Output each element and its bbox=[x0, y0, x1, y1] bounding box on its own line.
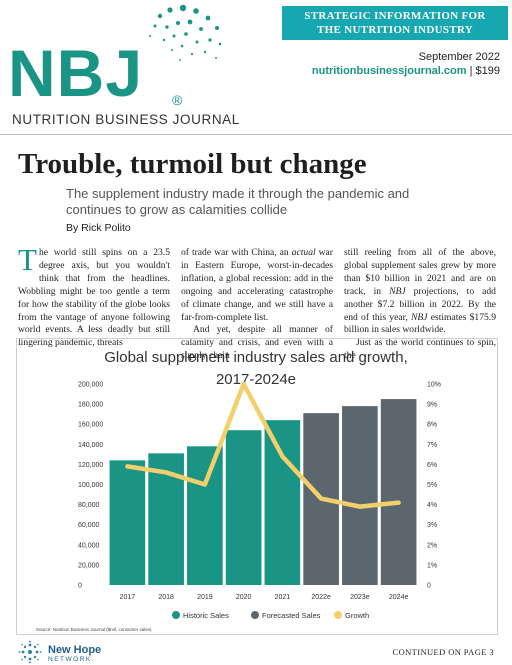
dek: The supplement industry made it through … bbox=[66, 186, 410, 217]
headline: Trouble, turmoil but change bbox=[18, 148, 367, 180]
new-hope-logo-icon bbox=[18, 640, 42, 664]
x-tick-label: 2024e bbox=[389, 594, 409, 601]
chart-frame bbox=[16, 338, 498, 635]
byline: By Rick Polito bbox=[66, 222, 131, 234]
chart-title-line-1: Global supplement industry sales and gro… bbox=[104, 349, 408, 366]
x-tick-label: 2020 bbox=[236, 594, 252, 601]
growth-line bbox=[125, 381, 401, 509]
y-right-tick-label: 2% bbox=[427, 542, 437, 549]
separator: | bbox=[469, 65, 473, 77]
y-right-tick-label: 5% bbox=[427, 482, 437, 489]
x-tick-label: 2019 bbox=[197, 594, 213, 601]
y-right-tick-label: 3% bbox=[427, 522, 437, 529]
col3-paragraph-2: Just as the world continues to spin, the bbox=[344, 337, 496, 362]
col3-emphasis-1: NBJ bbox=[389, 285, 406, 297]
y-left-tick-label: 140,000 bbox=[78, 442, 103, 449]
chart-title: Global supplement industry sales and gro… bbox=[0, 347, 512, 391]
y-right-tick-label: 10% bbox=[427, 382, 441, 389]
banner-line-1: STRATEGIC INFORMATION FOR bbox=[304, 10, 486, 22]
new-hope-brand: New Hope bbox=[48, 644, 102, 656]
legend-swatch bbox=[334, 611, 342, 619]
article-column-2: of trade war with China, an actual war i… bbox=[181, 247, 333, 363]
continued-on-page[interactable]: CONTINUED ON PAGE 3 bbox=[392, 647, 494, 657]
y-left-tick-label: 200,000 bbox=[78, 382, 103, 389]
col2-text-b: war in Eastern Europe, worst-in-decades … bbox=[181, 247, 333, 323]
registered-mark: ® bbox=[172, 92, 183, 108]
x-tick-label: 2021 bbox=[275, 594, 291, 601]
legend-label: Historic Sales bbox=[183, 611, 229, 620]
x-tick-label: 2017 bbox=[120, 594, 136, 601]
col2-emphasis: actual bbox=[291, 247, 316, 258]
y-left-tick-label: 100,000 bbox=[78, 482, 103, 489]
historic-sales-bar bbox=[109, 460, 146, 585]
forecast-sales-bar bbox=[342, 406, 378, 585]
col3-emphasis-2: NBJ bbox=[411, 311, 428, 323]
chart-source: Source: Nutrition Business Journal ($mil… bbox=[36, 627, 152, 632]
col3-text-c: estimates $175.9 billion in sales worldw… bbox=[344, 311, 496, 336]
legend-label: Growth bbox=[345, 611, 369, 620]
x-tick-label: 2023e bbox=[350, 594, 370, 601]
chart-title-line-2: 2017-2024e bbox=[215, 371, 297, 388]
nbj-logo: NBJ bbox=[8, 36, 144, 110]
historic-sales-bar bbox=[225, 430, 262, 585]
site-url[interactable]: nutritionbusinessjournal.com bbox=[311, 65, 467, 77]
col2-paragraph-2: And yet, despite all manner of calamity … bbox=[181, 324, 333, 362]
legend-swatch bbox=[251, 611, 259, 619]
url-price-line: nutritionbusinessjournal.com | $199 bbox=[312, 65, 500, 77]
y-left-tick-label: 20,000 bbox=[78, 562, 100, 569]
new-hope-network: NETWORK. bbox=[48, 656, 96, 663]
y-right-tick-label: 1% bbox=[427, 562, 437, 569]
banner-line-2: THE NUTRITION INDUSTRY bbox=[317, 24, 473, 36]
col3-text-b: projections, to add another $7.2 billion… bbox=[344, 285, 496, 323]
issue-date: September 2022 bbox=[418, 51, 500, 63]
col2-text-a: of trade war with China, an bbox=[181, 247, 292, 258]
y-right-tick-label: 8% bbox=[427, 422, 437, 429]
y-left-tick-label: 160,000 bbox=[78, 422, 103, 429]
y-right-tick-label: 9% bbox=[427, 402, 437, 409]
legend-label: Forecasted Sales bbox=[262, 611, 321, 620]
forecast-sales-bar bbox=[380, 399, 417, 585]
y-right-tick-label: 7% bbox=[427, 442, 437, 449]
article-column-3: still reeling from all of the above, glo… bbox=[344, 247, 496, 363]
historic-sales-bar bbox=[264, 420, 301, 585]
y-right-tick-label: 0 bbox=[427, 583, 431, 590]
y-left-tick-label: 80,000 bbox=[78, 502, 100, 509]
x-tick-label: 2022e bbox=[311, 594, 331, 601]
publication-name: NUTRITION BUSINESS JOURNAL bbox=[12, 112, 240, 127]
column-1-text: he world still spins on a 23.5 degree ax… bbox=[18, 247, 170, 349]
y-left-tick-label: 0 bbox=[78, 583, 82, 590]
y-left-tick-label: 180,000 bbox=[78, 402, 103, 409]
y-left-tick-label: 60,000 bbox=[78, 522, 100, 529]
y-right-tick-label: 4% bbox=[427, 502, 437, 509]
masthead-divider bbox=[0, 134, 512, 135]
y-left-tick-label: 40,000 bbox=[78, 542, 100, 549]
logo-burst-icon bbox=[149, 4, 222, 61]
historic-sales-bar bbox=[187, 446, 223, 585]
x-tick-label: 2018 bbox=[158, 594, 174, 601]
price: $199 bbox=[475, 65, 500, 77]
drop-cap: T bbox=[18, 242, 37, 277]
y-left-tick-label: 120,000 bbox=[78, 462, 103, 469]
legend-swatch bbox=[172, 611, 180, 619]
tagline-banner: STRATEGIC INFORMATION FOR THE NUTRITION … bbox=[282, 6, 508, 40]
col3-text-a: still reeling from all of the above, glo… bbox=[344, 247, 496, 297]
y-right-tick-label: 6% bbox=[427, 462, 437, 469]
